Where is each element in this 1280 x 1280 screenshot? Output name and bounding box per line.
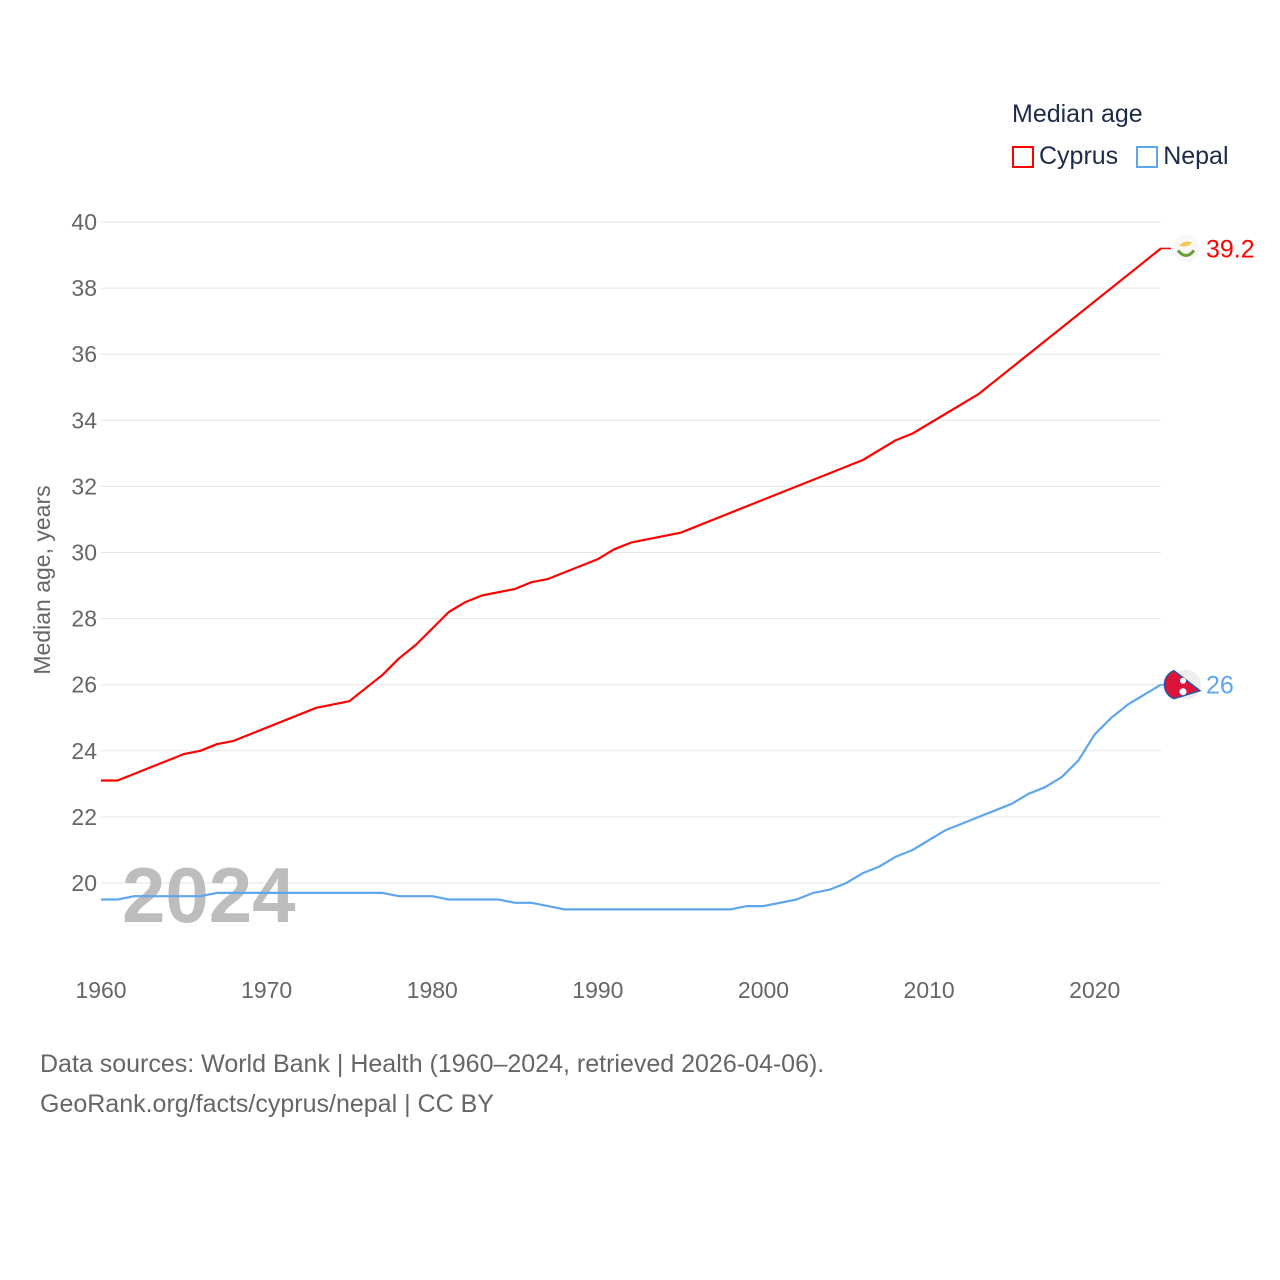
series-line-cyprus: [101, 247, 1162, 782]
x-tick-label: 1990: [572, 977, 623, 1003]
y-tick-label: 38: [71, 275, 97, 301]
y-tick-label: 30: [71, 540, 97, 566]
x-tick-label: 1970: [241, 977, 292, 1003]
end-value-label-nepal: 26: [1206, 672, 1234, 700]
y-tick-label: 32: [71, 473, 97, 499]
x-tick-label: 1960: [75, 977, 126, 1003]
nepal-flag-sun: [1179, 688, 1187, 696]
y-tick-label: 34: [71, 407, 97, 433]
source-link[interactable]: GeoRank.org/facts/cyprus/nepal | CC BY: [40, 1090, 494, 1118]
cyprus-flag-island: [1179, 241, 1192, 247]
legend-label-nepal: Nepal: [1163, 142, 1229, 170]
data-sources: Data sources: World Bank | Health (1960–…: [40, 1050, 825, 1078]
y-tick-label: 28: [71, 606, 97, 632]
y-tick-label: 36: [71, 341, 97, 367]
end-value-label-cyprus: 39.2: [1206, 235, 1255, 263]
legend-label-cyprus: Cyprus: [1039, 142, 1119, 170]
cyprus-flag-olive: [1176, 249, 1196, 257]
y-tick-label: 26: [71, 672, 97, 698]
y-axis-label: Median age, years: [29, 485, 55, 674]
nepal-flag-pennant: [1163, 669, 1202, 700]
x-tick-label: 2020: [1069, 977, 1120, 1003]
cyprus-flag-icon: [1172, 234, 1200, 263]
series-line-nepal: [101, 683, 1162, 911]
x-tick-label: 2010: [904, 977, 955, 1003]
legend-item-cyprus[interactable]: Cyprus: [1012, 142, 1118, 171]
footer: Data sources: World Bank | Health (1960–…: [40, 1044, 824, 1124]
legend: Cyprus Nepal: [1012, 142, 1229, 171]
y-tick-label: 24: [71, 738, 97, 764]
x-tick-label: 1980: [407, 977, 458, 1003]
legend-item-nepal[interactable]: Nepal: [1136, 142, 1229, 171]
y-tick-label: 22: [71, 804, 97, 830]
legend-swatch-cyprus: [1012, 145, 1034, 168]
nepal-flag-moon: [1180, 677, 1186, 684]
legend-title: Median age: [1012, 100, 1143, 128]
y-tick-label: 20: [71, 870, 97, 896]
legend-swatch-nepal: [1136, 145, 1159, 168]
y-tick-label: 40: [71, 209, 97, 235]
x-tick-label: 2000: [738, 977, 789, 1003]
